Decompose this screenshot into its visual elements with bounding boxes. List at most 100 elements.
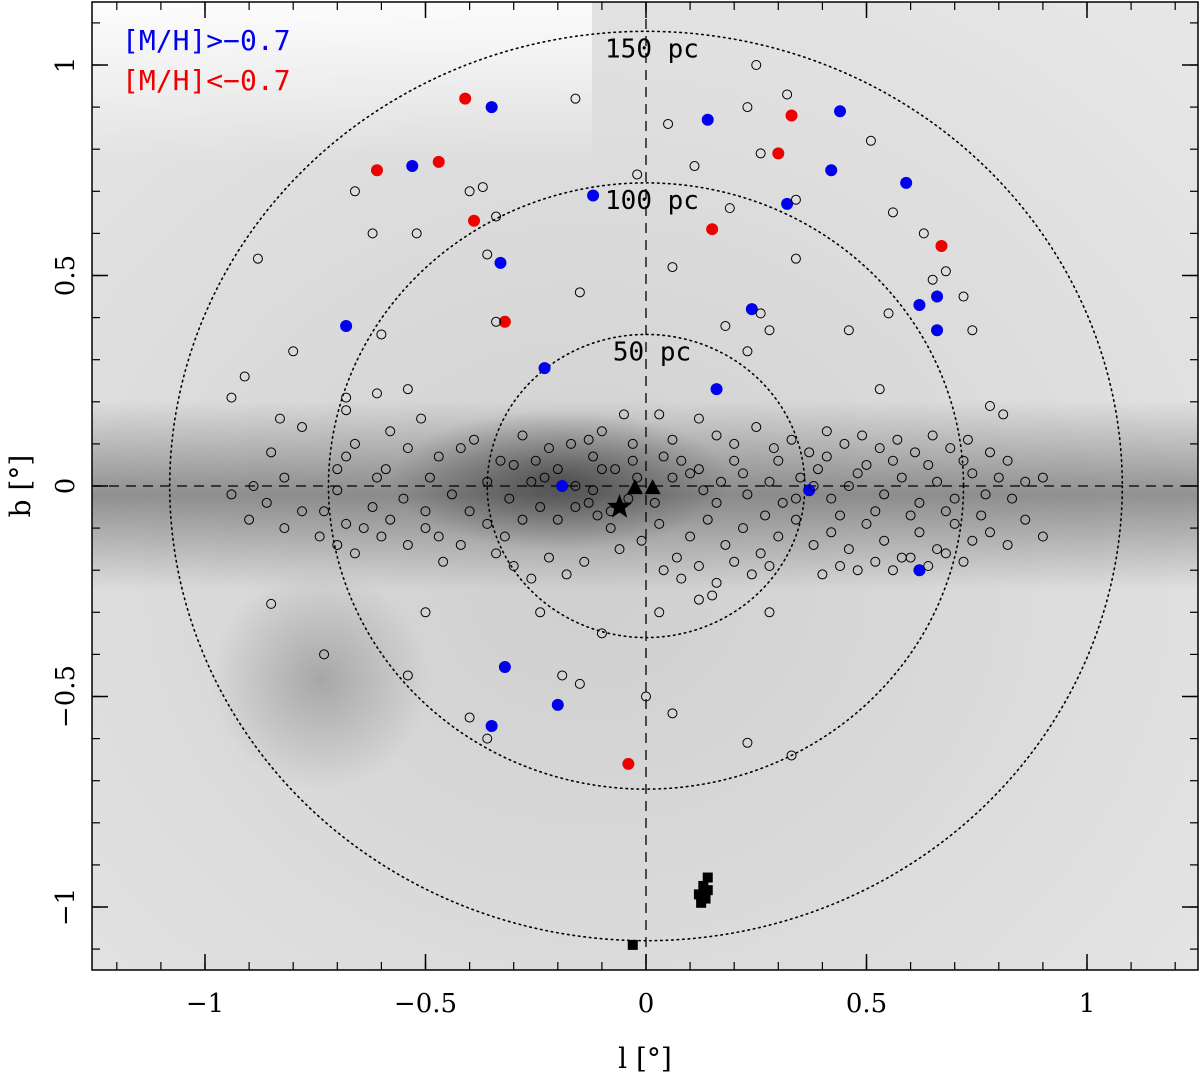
open-point — [367, 228, 378, 239]
y-axis-title: b [°] — [4, 455, 37, 518]
open-point — [402, 539, 413, 550]
open-point — [702, 514, 713, 525]
center-axes — [92, 2, 1198, 970]
open-point — [945, 443, 956, 454]
open-point — [768, 443, 779, 454]
open-point — [711, 430, 722, 441]
open-point — [477, 182, 488, 193]
open-point — [693, 464, 704, 475]
metal-rich-point — [931, 324, 944, 337]
open-point — [879, 535, 890, 546]
open-point — [469, 434, 480, 445]
open-point — [958, 455, 969, 466]
open-point — [852, 565, 863, 576]
open-point — [380, 464, 391, 475]
ring-label-0: 50 pc — [613, 337, 691, 367]
open-point — [998, 409, 1009, 420]
open-point — [592, 510, 603, 521]
open-point — [729, 556, 740, 567]
open-point — [870, 506, 881, 517]
open-point — [773, 531, 784, 542]
open-point — [398, 493, 409, 504]
open-point — [420, 607, 431, 618]
open-point — [711, 577, 722, 588]
metal-rich-point — [340, 320, 353, 333]
open-point — [588, 451, 599, 462]
open-point — [654, 607, 665, 618]
open-point — [358, 523, 369, 534]
open-point — [574, 287, 585, 298]
square-marker — [693, 889, 704, 900]
metal-rich-point — [556, 480, 569, 492]
metal-rich-point — [494, 256, 507, 269]
open-point — [927, 430, 938, 441]
open-point — [742, 102, 753, 113]
open-point — [896, 472, 907, 483]
open-point — [464, 186, 475, 197]
metal-rich-point — [485, 101, 498, 114]
open-point — [949, 518, 960, 529]
open-point — [932, 476, 943, 487]
open-point — [984, 447, 995, 458]
open-point — [808, 539, 819, 550]
open-point — [341, 518, 352, 529]
open-point — [535, 607, 546, 618]
open-point — [742, 737, 753, 748]
open-point — [993, 472, 1004, 483]
open-point — [376, 531, 387, 542]
open-point — [812, 464, 823, 475]
open-point — [786, 750, 797, 761]
open-point — [874, 443, 885, 454]
open-point — [226, 392, 237, 403]
open-point — [804, 447, 815, 458]
open-point — [319, 649, 330, 660]
open-point — [455, 539, 466, 550]
open-point — [821, 451, 832, 462]
open-point — [605, 523, 616, 534]
open-point — [658, 451, 669, 462]
open-point — [349, 186, 360, 197]
open-point — [843, 481, 854, 491]
open-point — [402, 670, 413, 681]
open-point — [495, 455, 506, 466]
axis-ticks: −1 −0.5 0 0.5 1 1 0.5 0 −0.5 −1 — [51, 2, 1198, 1019]
open-point — [773, 455, 784, 466]
open-point — [349, 438, 360, 449]
metal-rich-point — [781, 197, 794, 210]
open-point — [764, 607, 775, 618]
y-tick-label: 0 — [51, 478, 81, 495]
open-point — [438, 556, 449, 567]
open-point — [887, 565, 898, 576]
open-point — [861, 518, 872, 529]
open-point — [288, 346, 299, 357]
open-point — [583, 497, 594, 508]
open-point — [482, 476, 493, 487]
star-marker — [607, 494, 632, 518]
open-point — [297, 506, 308, 517]
open-point — [526, 476, 537, 487]
open-point — [499, 531, 510, 542]
open-point — [738, 468, 749, 479]
open-point — [570, 481, 581, 491]
open-point — [839, 438, 850, 449]
open-point — [786, 434, 797, 445]
open-point — [610, 464, 621, 475]
open-point — [1020, 476, 1031, 487]
open-point — [764, 325, 775, 336]
open-point — [424, 472, 435, 483]
metal-poor-point — [785, 109, 798, 122]
open-point — [720, 321, 731, 332]
triangle-marker — [644, 479, 661, 495]
open-point — [319, 506, 330, 517]
metal-poor-point — [459, 92, 472, 105]
triangle-marker — [626, 479, 643, 495]
metal-poor-point — [622, 757, 635, 770]
open-point — [927, 274, 938, 285]
metal-rich-point — [931, 290, 944, 303]
open-point — [874, 384, 885, 395]
open-point — [557, 670, 568, 681]
open-point — [835, 560, 846, 571]
open-point — [817, 569, 828, 580]
x-tick-label: 1 — [1079, 989, 1096, 1019]
